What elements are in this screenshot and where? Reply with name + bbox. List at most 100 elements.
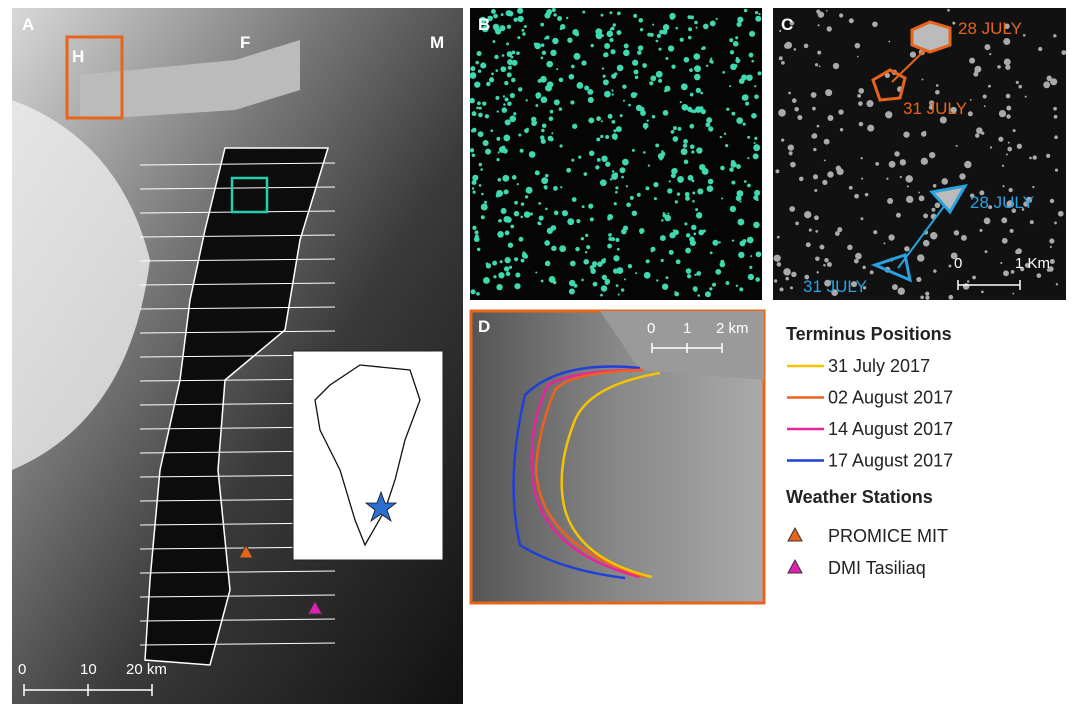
iceberg (613, 23, 616, 26)
iceberg (815, 63, 818, 66)
iceberg (497, 231, 504, 238)
iceberg (608, 233, 612, 237)
iceberg (607, 31, 614, 38)
iceberg (486, 263, 491, 268)
iceberg (904, 246, 909, 251)
iceberg (644, 127, 646, 129)
iceberg (981, 291, 984, 294)
iceberg (1058, 211, 1064, 217)
iceberg (738, 252, 744, 258)
legend-label: 31 July 2017 (828, 356, 930, 376)
iceberg (695, 208, 698, 211)
iceberg (630, 196, 634, 200)
scale-label: 2 km (716, 320, 749, 337)
iceberg (941, 178, 948, 185)
iceberg (709, 287, 712, 290)
iceberg (753, 153, 759, 159)
iceberg (549, 116, 554, 121)
iceberg (754, 142, 756, 144)
iceberg (968, 111, 973, 116)
iceberg (875, 162, 879, 166)
iceberg (551, 246, 556, 251)
iceberg (602, 275, 607, 280)
iceberg (500, 260, 503, 263)
iceberg (510, 93, 515, 98)
iceberg (525, 195, 528, 198)
iceberg (471, 289, 476, 294)
iceberg (985, 250, 988, 253)
iceberg (985, 44, 991, 50)
iceberg (824, 139, 830, 145)
scale-label: 20 km (126, 661, 167, 678)
iceberg (720, 262, 726, 268)
iceberg (624, 43, 629, 48)
iceberg (590, 217, 594, 221)
iceberg (628, 104, 631, 107)
iceberg (690, 15, 694, 19)
iceberg (509, 266, 512, 269)
annotation: 28 JULY (970, 193, 1034, 212)
iceberg (872, 21, 878, 27)
iceberg (616, 126, 622, 132)
iceberg (894, 151, 899, 156)
iceberg (570, 100, 574, 104)
iceberg (540, 23, 544, 27)
iceberg (749, 31, 755, 37)
iceberg (1054, 135, 1058, 139)
iceberg (527, 128, 529, 130)
iceberg (725, 281, 729, 285)
iceberg (731, 181, 735, 185)
iceberg (604, 91, 611, 98)
iceberg (658, 48, 661, 51)
iceberg (657, 34, 661, 38)
panel-d: 0 1 2 km D (471, 311, 764, 603)
iceberg (910, 52, 916, 58)
iceberg (581, 279, 584, 282)
iceberg (694, 274, 696, 276)
iceberg (534, 43, 541, 50)
iceberg (601, 14, 604, 17)
iceberg (1002, 185, 1004, 187)
iceberg (817, 51, 821, 55)
iceberg (1008, 188, 1012, 192)
legend-title: Weather Stations (786, 487, 933, 507)
iceberg (822, 180, 827, 185)
iceberg (493, 275, 496, 278)
iceberg (470, 72, 477, 79)
iceberg (472, 187, 474, 189)
iceberg (624, 278, 626, 280)
iceberg (642, 63, 647, 68)
iceberg (756, 251, 762, 257)
iceberg (503, 103, 506, 106)
iceberg (597, 261, 603, 267)
iceberg (735, 58, 740, 63)
iceberg (575, 247, 580, 252)
iceberg (684, 160, 689, 165)
iceberg (694, 65, 701, 72)
iceberg (791, 272, 796, 277)
iceberg (670, 16, 674, 20)
iceberg (711, 61, 714, 64)
iceberg (512, 60, 518, 66)
iceberg (729, 85, 731, 87)
iceberg (545, 36, 549, 40)
iceberg (519, 237, 524, 242)
iceberg (501, 107, 507, 113)
iceberg (710, 21, 716, 27)
iceberg (557, 16, 562, 21)
iceberg (990, 146, 992, 148)
iceberg (541, 129, 544, 132)
iceberg (706, 117, 712, 123)
iceberg (477, 248, 481, 252)
iceberg (517, 183, 519, 185)
iceberg (745, 101, 749, 105)
iceberg (736, 22, 741, 27)
iceberg (623, 100, 625, 102)
iceberg (581, 237, 584, 240)
iceberg (816, 271, 818, 273)
iceberg (812, 133, 817, 138)
iceberg (755, 277, 760, 282)
iceberg (735, 36, 738, 39)
iceberg (538, 202, 541, 205)
iceberg (984, 218, 991, 225)
